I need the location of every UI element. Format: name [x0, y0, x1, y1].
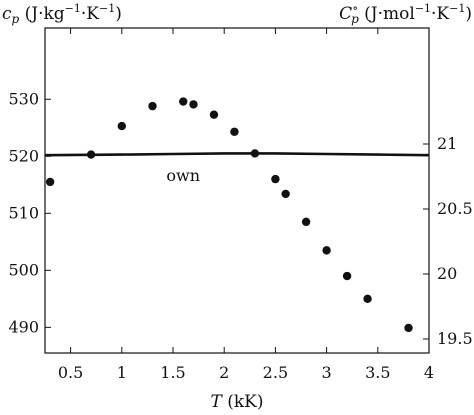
- data-point: [322, 246, 331, 255]
- y-right-tick-label: 20: [437, 264, 457, 283]
- data-point: [301, 217, 311, 227]
- annotation-own: own: [166, 166, 200, 185]
- data-point: [45, 177, 55, 187]
- x-tick-label: 2: [219, 363, 229, 382]
- data-point: [148, 101, 157, 111]
- x-tick-label: 0.5: [58, 363, 83, 382]
- y-right-tick-label: 19.5: [437, 329, 473, 348]
- x-tick-label: 3: [322, 363, 332, 382]
- axes: [44, 27, 430, 354]
- x-tick-label: 3.5: [365, 363, 390, 382]
- x-axis-title: T (kK): [210, 392, 263, 412]
- data-point: [342, 271, 352, 281]
- y-right-tick-label: 20.5: [437, 199, 473, 218]
- y-tick-label: 490: [8, 317, 39, 336]
- data-point: [271, 174, 280, 184]
- data-point: [189, 100, 198, 109]
- data-point: [117, 121, 127, 131]
- y-tick-label: 520: [8, 146, 39, 165]
- data-point: [363, 294, 372, 304]
- x-tick-label: 4: [424, 363, 434, 382]
- data-point: [209, 110, 219, 119]
- y-axis-title-left: cp (J·kg−1·K−1): [2, 2, 122, 26]
- y-right-tick-label: 21: [437, 134, 457, 153]
- y-tick-label: 500: [8, 260, 39, 279]
- plot-marks: [44, 97, 430, 333]
- data-point: [230, 127, 239, 136]
- y-axis-title-right: C∘ p (J·mol−1·K−1): [339, 1, 472, 26]
- x-tick-label: 2.5: [263, 363, 288, 382]
- y-tick-label: 530: [8, 89, 39, 108]
- plot-frame: [44, 27, 430, 354]
- x-tick-label: 1: [117, 363, 127, 382]
- x-tick-label: 1.5: [160, 363, 185, 382]
- y-tick-label: 510: [8, 203, 39, 222]
- series-line-own: [44, 152, 430, 157]
- data-point: [404, 323, 413, 333]
- data-point: [281, 189, 290, 199]
- data-point: [179, 97, 188, 106]
